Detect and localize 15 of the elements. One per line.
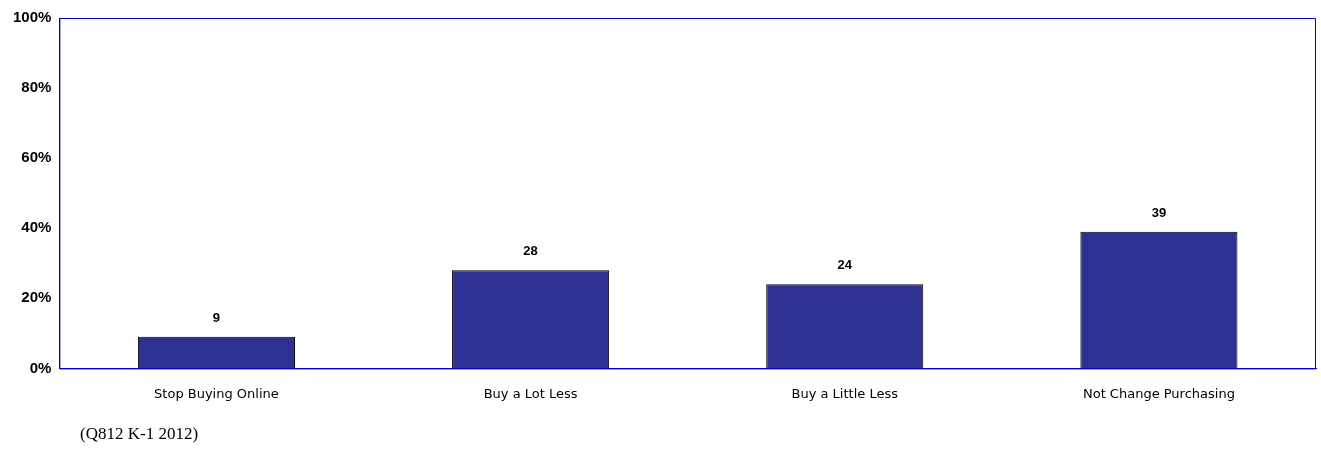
y-tick-label: 40% bbox=[21, 218, 52, 236]
text: (Q812 K-1 2012) bbox=[80, 424, 199, 444]
x-tick-label: Stop Buying Online bbox=[154, 385, 279, 401]
x-tick-label: Buy a Little Less bbox=[791, 385, 899, 401]
data-label: 39 bbox=[1151, 204, 1167, 220]
x-tick-label: Buy a Lot Less bbox=[483, 385, 578, 401]
y-tick-label: 20% bbox=[21, 288, 52, 306]
x-tick-label: Not Change Purchasing bbox=[1082, 385, 1235, 401]
data-label: 9 bbox=[212, 309, 221, 325]
y-tick-label: 100% bbox=[12, 8, 52, 26]
y-tick-label: 60% bbox=[21, 148, 52, 166]
data-label: 28 bbox=[523, 243, 538, 259]
y-tick-label: 80% bbox=[21, 78, 52, 96]
y-tick-label: 0% bbox=[29, 358, 52, 376]
data-label: 24 bbox=[837, 257, 853, 273]
